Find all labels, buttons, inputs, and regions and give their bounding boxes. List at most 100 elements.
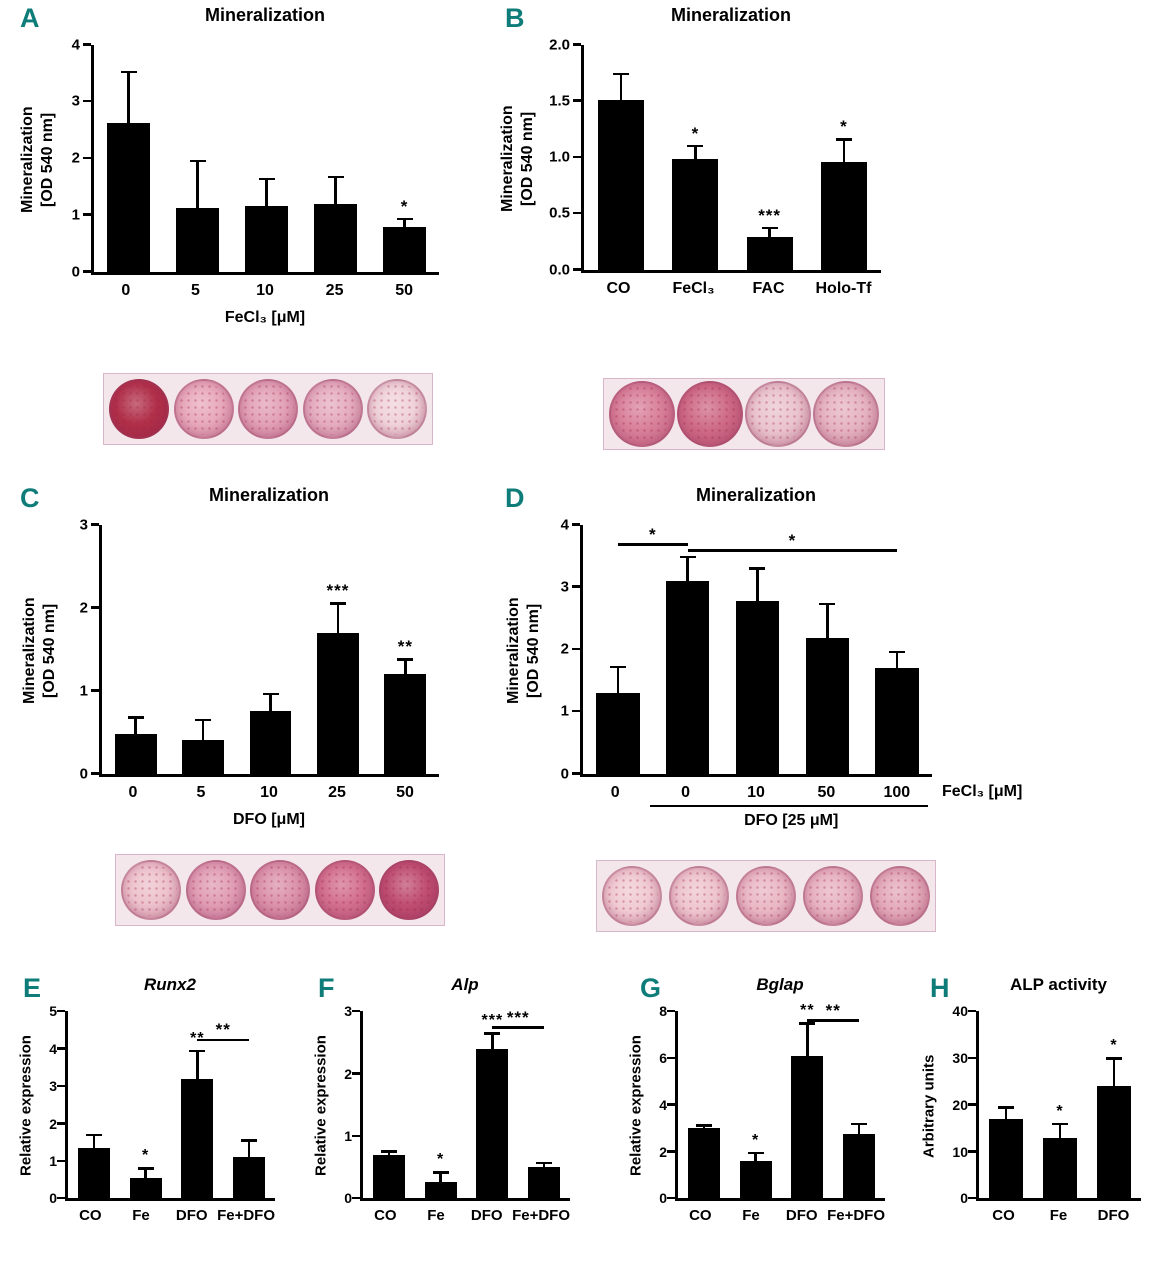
y-axis-label: Arbitrary units bbox=[920, 1054, 938, 1159]
y-tick-mark bbox=[57, 1159, 65, 1162]
error-bar-cap bbox=[432, 1171, 449, 1174]
significance-bracket: *** bbox=[492, 1009, 545, 1029]
chart-title: Mineralization bbox=[670, 5, 791, 25]
error-bar-cap bbox=[380, 1150, 397, 1153]
x-axis: CO FeCl₃ FAC Holo-Tf bbox=[581, 273, 881, 298]
y-tick-label: 3 bbox=[79, 516, 88, 534]
culture-well-photo bbox=[813, 380, 879, 447]
y-tick-label: 2 bbox=[560, 640, 569, 658]
x-axis: CO Fe DFO bbox=[976, 1201, 1141, 1225]
y-tick-label: 3 bbox=[344, 1003, 352, 1020]
y-tick-label: 0 bbox=[79, 765, 88, 783]
bar-group bbox=[169, 525, 236, 774]
bar-group bbox=[678, 1011, 730, 1199]
plot-area: 0 1 2 3 *** ** bbox=[80, 517, 439, 781]
error-bar-cap bbox=[195, 718, 212, 722]
bar-group bbox=[223, 1011, 275, 1199]
panel-h-label: H bbox=[930, 973, 950, 1003]
error-bar-line bbox=[334, 176, 337, 204]
x-tick-label: DFO bbox=[470, 1207, 503, 1225]
culture-well-photo bbox=[121, 859, 181, 920]
bar-group: *** bbox=[733, 45, 807, 270]
bar bbox=[843, 1134, 876, 1199]
error-bar-line bbox=[336, 603, 340, 633]
y-tick-label: 0 bbox=[659, 1190, 667, 1207]
bar bbox=[989, 1118, 1023, 1199]
bar bbox=[314, 203, 357, 272]
error-bar-cap bbox=[85, 1133, 102, 1137]
x-axis: CO Fe DFO Fe+DFO bbox=[360, 1201, 570, 1225]
culture-well-photo bbox=[185, 859, 246, 920]
y-tick-label: 1 bbox=[79, 682, 88, 700]
y-tick-label: 30 bbox=[952, 1050, 968, 1067]
significance-star: * bbox=[752, 1131, 760, 1149]
x-tick-label: FeCl₃ bbox=[672, 279, 715, 297]
x-tick-label: Fe bbox=[1049, 1207, 1068, 1225]
bar-series: * * bbox=[979, 1011, 1141, 1199]
bar-series: *** bbox=[678, 1003, 885, 1199]
error-bar-cap bbox=[998, 1106, 1014, 1109]
significance-bracket: * bbox=[687, 532, 898, 552]
significance-bracket: ** bbox=[197, 1021, 250, 1042]
error-bar-cap bbox=[799, 1022, 816, 1025]
y-tick-mark bbox=[83, 99, 91, 103]
error-bar-cap bbox=[484, 1032, 501, 1035]
bar-group bbox=[833, 1011, 885, 1199]
y-tick-label: 0 bbox=[560, 765, 569, 783]
bar-group: *** bbox=[304, 525, 371, 774]
error-bar-cap bbox=[749, 567, 766, 570]
x-group-bracket-label: DFO [25 μM] bbox=[744, 811, 839, 829]
bar bbox=[791, 1055, 824, 1199]
error-bar-line bbox=[1112, 1058, 1116, 1087]
bar-series: *** bbox=[68, 1011, 275, 1199]
significance-bracket-label: ** bbox=[825, 1000, 841, 1020]
error-bar-cap bbox=[127, 716, 144, 719]
y-tick-label: 1 bbox=[49, 1153, 57, 1169]
y-tick-mark bbox=[572, 709, 580, 713]
error-bar-cap bbox=[241, 1139, 258, 1142]
x-tick-label: DFO bbox=[1097, 1207, 1130, 1225]
y-tick-label: 1 bbox=[71, 206, 80, 224]
culture-well-photo bbox=[173, 378, 234, 439]
y-tick-mark bbox=[83, 270, 91, 273]
bar-group bbox=[518, 1011, 570, 1199]
x-axis: 0 5 10 25 50 bbox=[99, 777, 439, 802]
y-tick-label: 0 bbox=[49, 1190, 57, 1207]
bar-group: ** bbox=[782, 1003, 834, 1199]
x-tick-label: 50 bbox=[396, 783, 414, 801]
error-bar-cap bbox=[1106, 1057, 1122, 1060]
bar bbox=[181, 1078, 214, 1199]
significance-bracket: ** bbox=[807, 1002, 860, 1022]
x-axis: CO Fe DFO Fe+DFO bbox=[65, 1201, 275, 1225]
x-tick-label: Fe+DFO bbox=[827, 1207, 885, 1225]
y-tick-label: 0 bbox=[960, 1190, 968, 1207]
significance-bracket-label: *** bbox=[506, 1007, 530, 1027]
x-tick-label: DFO bbox=[785, 1207, 818, 1225]
y-tick-mark bbox=[57, 1047, 65, 1050]
error-bar-cap bbox=[679, 555, 696, 559]
y-tick-label: 3 bbox=[49, 1078, 57, 1095]
bar-series: * bbox=[94, 45, 439, 272]
panel-g-label: G bbox=[640, 973, 662, 1003]
plot-area: 0 1 2 3 4 * bbox=[72, 37, 439, 279]
bar bbox=[746, 236, 793, 270]
significance-star: * bbox=[691, 123, 700, 143]
panel-h: H ALP activity Arbitrary units 0 10 20 30 40… bbox=[918, 975, 1171, 1225]
y-tick-mark bbox=[352, 1009, 360, 1013]
y-tick-mark bbox=[667, 1150, 675, 1153]
significance-bracket-label: * bbox=[648, 524, 657, 544]
bar bbox=[476, 1048, 509, 1199]
bar-group bbox=[862, 525, 932, 774]
culture-well-photo bbox=[669, 865, 729, 926]
significance-bracket-label: * bbox=[788, 530, 797, 550]
chart-mineralization-dfo-dose: Mineralization Mineralization [OD 540 nm… bbox=[15, 485, 480, 829]
significance-star: *** bbox=[758, 205, 782, 225]
y-tick-mark bbox=[968, 1009, 976, 1013]
y-tick-mark bbox=[968, 1103, 976, 1106]
bar-series: ***** bbox=[102, 525, 439, 774]
x-tick-label: Fe bbox=[427, 1207, 445, 1225]
panel-g: G Bglap Relative expression 0 2 4 6 8 * ** ** C… bbox=[625, 975, 915, 1225]
chart-mineralization-iron-sources: Mineralization Mineralization [OD 540 nm… bbox=[495, 5, 940, 298]
plot-area: 0 2 4 6 8 * ** ** bbox=[659, 1002, 885, 1205]
